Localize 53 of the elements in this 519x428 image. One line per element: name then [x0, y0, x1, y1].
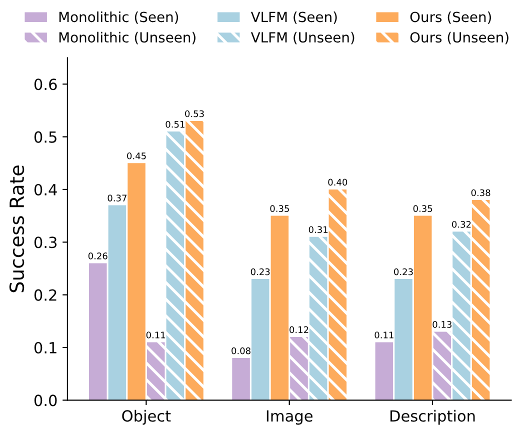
bar	[146, 342, 165, 400]
bar	[290, 336, 308, 400]
data-label: 0.12	[290, 326, 308, 334]
data-label: 0.23	[394, 268, 413, 276]
data-label: 0.45	[127, 152, 146, 160]
legend-label: VLFM (Unseen)	[250, 32, 354, 44]
x-tick-label: Object	[122, 410, 171, 425]
legend-label: VLFM (Seen)	[250, 11, 337, 24]
data-label: 0.32	[452, 220, 471, 228]
y-tick-label: 0.3	[34, 236, 57, 248]
legend-label: Monolithic (Unseen)	[59, 32, 196, 44]
y-axis-title: Success Rate	[9, 166, 24, 292]
bar	[108, 205, 126, 400]
data-label: 0.38	[471, 189, 490, 196]
data-label: 0.35	[270, 205, 289, 212]
x-tick-label: Image	[266, 410, 312, 425]
data-label: 0.53	[185, 110, 204, 118]
bar	[128, 163, 146, 400]
bar	[89, 263, 107, 400]
bar	[166, 132, 184, 400]
y-tick-label: 0.4	[34, 184, 57, 196]
bar	[472, 200, 490, 400]
data-label: 0.13	[432, 321, 452, 328]
y-tick-label: 0.0	[34, 394, 57, 406]
y-tick-label: 0.5	[34, 131, 56, 143]
x-tick-label: Description	[390, 410, 475, 425]
data-label: 0.31	[308, 226, 328, 234]
bar	[375, 342, 394, 400]
data-label: 0.51	[166, 120, 184, 128]
bar	[328, 189, 347, 400]
bar	[186, 120, 204, 400]
data-label: 0.23	[250, 268, 270, 276]
bar	[251, 279, 270, 400]
data-label: 0.40	[328, 178, 348, 186]
bar	[232, 358, 250, 400]
legend-label: Ours (Seen)	[410, 11, 491, 24]
legend-label: Monolithic (Seen)	[59, 11, 178, 24]
y-tick-label: 0.6	[34, 78, 57, 90]
bar	[414, 216, 432, 400]
legend-label: Ours (Unseen)	[410, 32, 508, 44]
data-label: 0.35	[413, 205, 432, 212]
data-label: 0.37	[108, 194, 126, 202]
data-label: 0.11	[374, 332, 394, 338]
bar	[433, 332, 452, 400]
bar	[270, 216, 289, 400]
bar	[452, 232, 470, 400]
data-label: 0.26	[88, 252, 108, 260]
bar	[309, 236, 328, 400]
data-label: 0.11	[146, 332, 166, 338]
bar	[394, 279, 412, 400]
data-label: 0.08	[232, 347, 250, 354]
y-tick-label: 0.1	[34, 342, 56, 354]
y-tick-label: 0.2	[34, 289, 56, 301]
